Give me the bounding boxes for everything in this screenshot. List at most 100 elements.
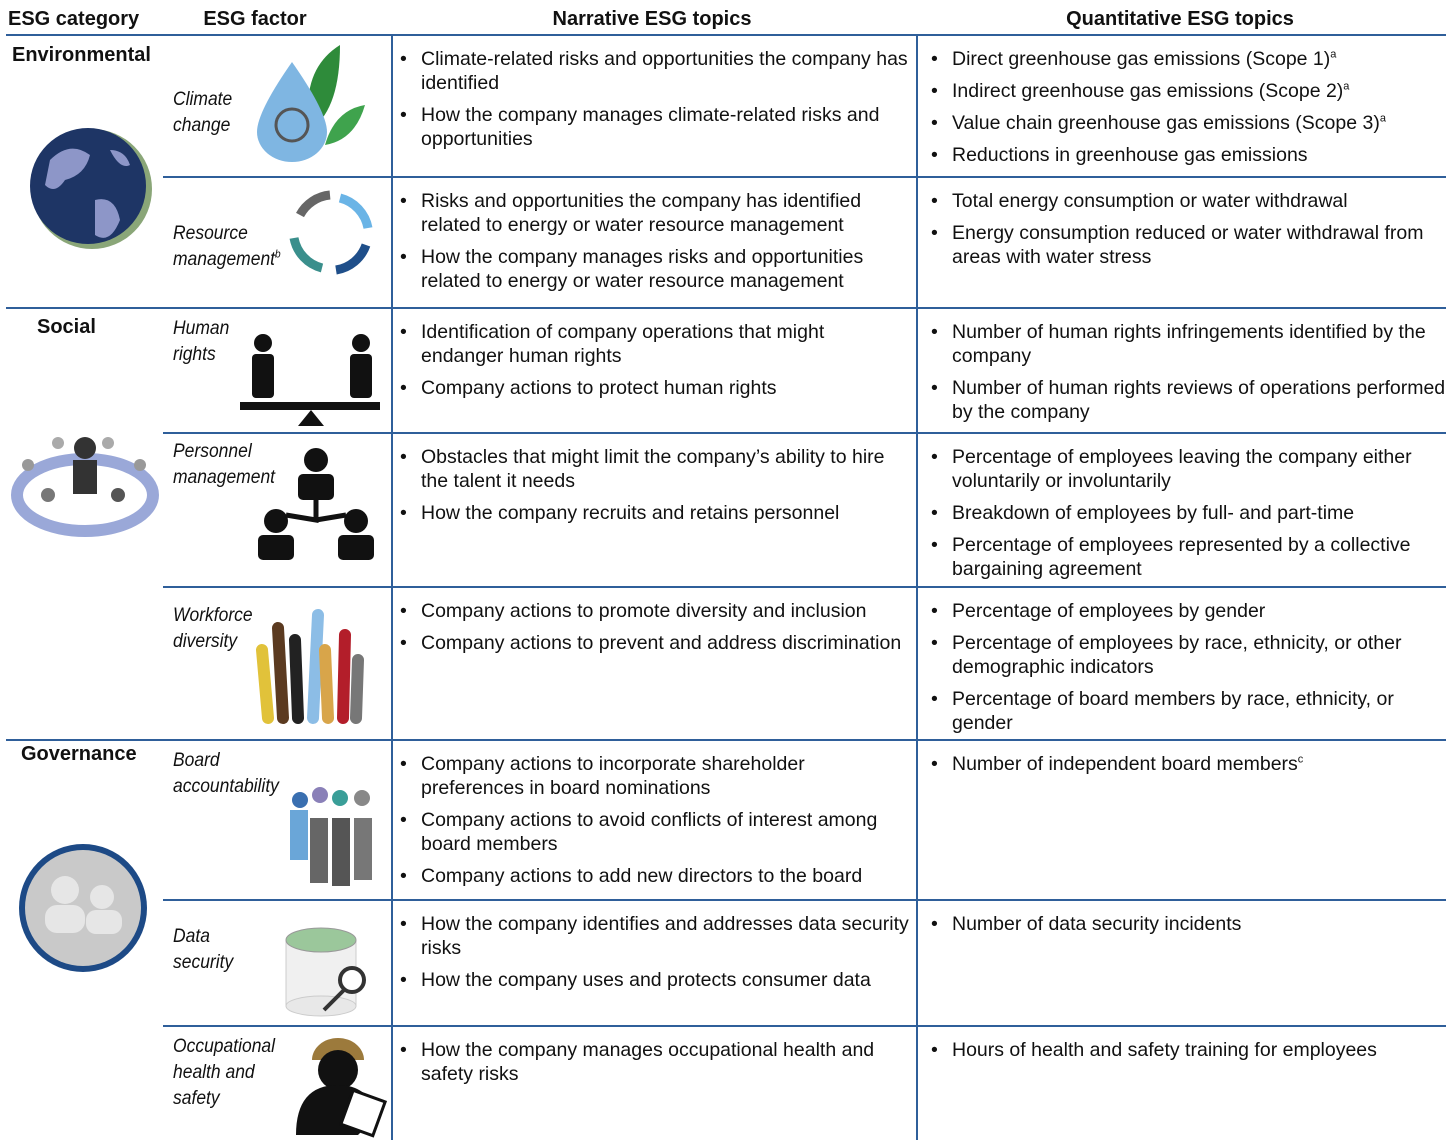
quantitative-list: Number of data security incidents: [923, 912, 1448, 944]
footnote-mark: a: [1379, 112, 1386, 125]
column-header: ESG category: [8, 8, 140, 30]
recycle-icon: [289, 190, 373, 275]
narrative-item: Company actions to promote diversity and…: [392, 599, 912, 623]
factor-label: Resource management: [173, 223, 276, 270]
factor-label: Board accountability: [173, 750, 279, 797]
narrative-list: Obstacles that might limit the company’s…: [392, 445, 912, 533]
divider: [6, 739, 1446, 741]
narrative-item: Identification of company operations tha…: [392, 320, 912, 368]
balance-icon: [240, 334, 380, 426]
narrative-item: How the company manages occupational hea…: [392, 1038, 912, 1086]
quantitative-item: Percentage of employees by gender: [923, 599, 1448, 623]
quantitative-item: Percentage of employees leaving the comp…: [923, 445, 1448, 493]
quantitative-item: Percentage of employees by race, ethnici…: [923, 631, 1448, 679]
quantitative-list: Number of human rights infringements ide…: [923, 320, 1448, 432]
quantitative-item: Percentage of employees represented by a…: [923, 533, 1448, 581]
quantitative-list: Percentage of employees by gender Percent…: [923, 599, 1448, 743]
item-text: Number of human rights reviews of operat…: [952, 377, 1446, 423]
item-text: Value chain greenhouse gas emissions (Sc…: [952, 112, 1380, 134]
divider: [163, 176, 1446, 178]
footnote-mark: b: [275, 248, 281, 261]
factor-name: Personnel management: [173, 439, 276, 491]
narrative-list: Company actions to promote diversity and…: [392, 599, 912, 663]
item-text: Percentage of employees leaving the comp…: [952, 446, 1412, 492]
narrative-item: Company actions to protect human rights: [392, 376, 912, 400]
factor-label: Personnel management: [173, 441, 276, 488]
database-icon: [285, 927, 366, 1017]
category-name: Environmental: [12, 44, 151, 66]
quantitative-list: Percentage of employees leaving the comp…: [923, 445, 1448, 589]
narrative-item: How the company manages risks and opport…: [392, 245, 912, 293]
item-text: Reductions in greenhouse gas emissions: [952, 144, 1308, 166]
water-icon: [257, 45, 365, 162]
column-header: Narrative ESG topics: [552, 8, 752, 30]
narrative-item: How the company recruits and retains per…: [392, 501, 912, 525]
narrative-item: Climate-related risks and opportunities …: [392, 47, 912, 95]
column-header: Quantitative ESG topics: [1066, 8, 1294, 30]
quantitative-list: Number of independent board membersc: [923, 752, 1448, 784]
divider: [163, 1025, 1446, 1027]
quantitative-list: Hours of health and safety training for …: [923, 1038, 1448, 1070]
narrative-list: Risks and opportunities the company has …: [392, 189, 912, 301]
factor-name: Climate change: [173, 87, 274, 139]
factor-name: Board accountability: [173, 748, 279, 800]
hands-icon: [256, 609, 364, 724]
divider: [163, 432, 1446, 434]
narrative-item: Company actions to add new directors to …: [392, 864, 912, 888]
narrative-list: How the company manages occupational hea…: [392, 1038, 912, 1094]
divider: [6, 34, 1446, 36]
quantitative-item: Hours of health and safety training for …: [923, 1038, 1448, 1062]
quantitative-item: Number of human rights reviews of operat…: [923, 376, 1448, 424]
governance-icon: [19, 844, 147, 972]
globe-icon: [30, 128, 152, 249]
narrative-item: Company actions to incorporate sharehold…: [392, 752, 912, 800]
factor-name: Resource managementb: [173, 221, 281, 273]
item-text: Percentage of employees represented by a…: [952, 534, 1411, 580]
factor-name: Occupational health and safety: [173, 1034, 276, 1112]
factor-name: Human rights: [173, 316, 274, 368]
category-name: Social: [37, 316, 96, 338]
narrative-item: How the company manages climate-related …: [392, 103, 912, 151]
divider: [6, 307, 1446, 309]
narrative-item: Obstacles that might limit the company’s…: [392, 445, 912, 493]
quantitative-item: Breakdown of employees by full- and part…: [923, 501, 1448, 525]
narrative-list: Identification of company operations tha…: [392, 320, 912, 408]
footnote-mark: c: [1297, 753, 1304, 766]
quantitative-item: Value chain greenhouse gas emissions (Sc…: [923, 111, 1448, 135]
narrative-item: How the company identifies and addresses…: [392, 912, 912, 960]
factor-name: Data security: [173, 924, 274, 976]
narrative-item: How the company uses and protects consum…: [392, 968, 912, 992]
quantitative-item: Total energy consumption or water withdr…: [923, 189, 1448, 213]
factor-label: Human rights: [173, 318, 230, 365]
footnote-mark: a: [1330, 48, 1337, 61]
factor-label: Occupational health and safety: [173, 1036, 276, 1109]
item-text: Total energy consumption or water withdr…: [952, 190, 1348, 212]
item-text: Hours of health and safety training for …: [952, 1039, 1377, 1061]
item-text: Direct greenhouse gas emissions (Scope 1…: [952, 48, 1331, 70]
quantitative-item: Number of human rights infringements ide…: [923, 320, 1448, 368]
quantitative-item: Percentage of board members by race, eth…: [923, 687, 1448, 735]
narrative-list: Company actions to incorporate sharehold…: [392, 752, 912, 896]
quantitative-item: Number of data security incidents: [923, 912, 1448, 936]
factor-label: Workforce diversity: [173, 605, 253, 652]
factor-label: Climate change: [173, 89, 233, 136]
item-text: Number of independent board members: [952, 753, 1298, 775]
narrative-item: Company actions to avoid conflicts of in…: [392, 808, 912, 856]
column-header: ESG factor: [203, 8, 307, 30]
footnote-mark: a: [1343, 80, 1350, 93]
quantitative-item: Indirect greenhouse gas emissions (Scope…: [923, 79, 1448, 103]
people-network-icon: [11, 437, 159, 537]
item-text: Number of human rights infringements ide…: [952, 321, 1426, 367]
quantitative-list: Direct greenhouse gas emissions (Scope 1…: [923, 47, 1448, 175]
narrative-item: Risks and opportunities the company has …: [392, 189, 912, 237]
board-people-icon: [290, 787, 372, 886]
quantitative-item: Energy consumption reduced or water with…: [923, 221, 1448, 269]
quantitative-item: Reductions in greenhouse gas emissions: [923, 143, 1448, 167]
category-name: Governance: [21, 743, 137, 765]
item-text: Indirect greenhouse gas emissions (Scope…: [952, 80, 1344, 102]
narrative-item: Company actions to prevent and address d…: [392, 631, 912, 655]
worker-icon: [296, 1038, 388, 1138]
narrative-list: How the company identifies and addresses…: [392, 912, 912, 1000]
factor-label: Data security: [173, 926, 234, 973]
